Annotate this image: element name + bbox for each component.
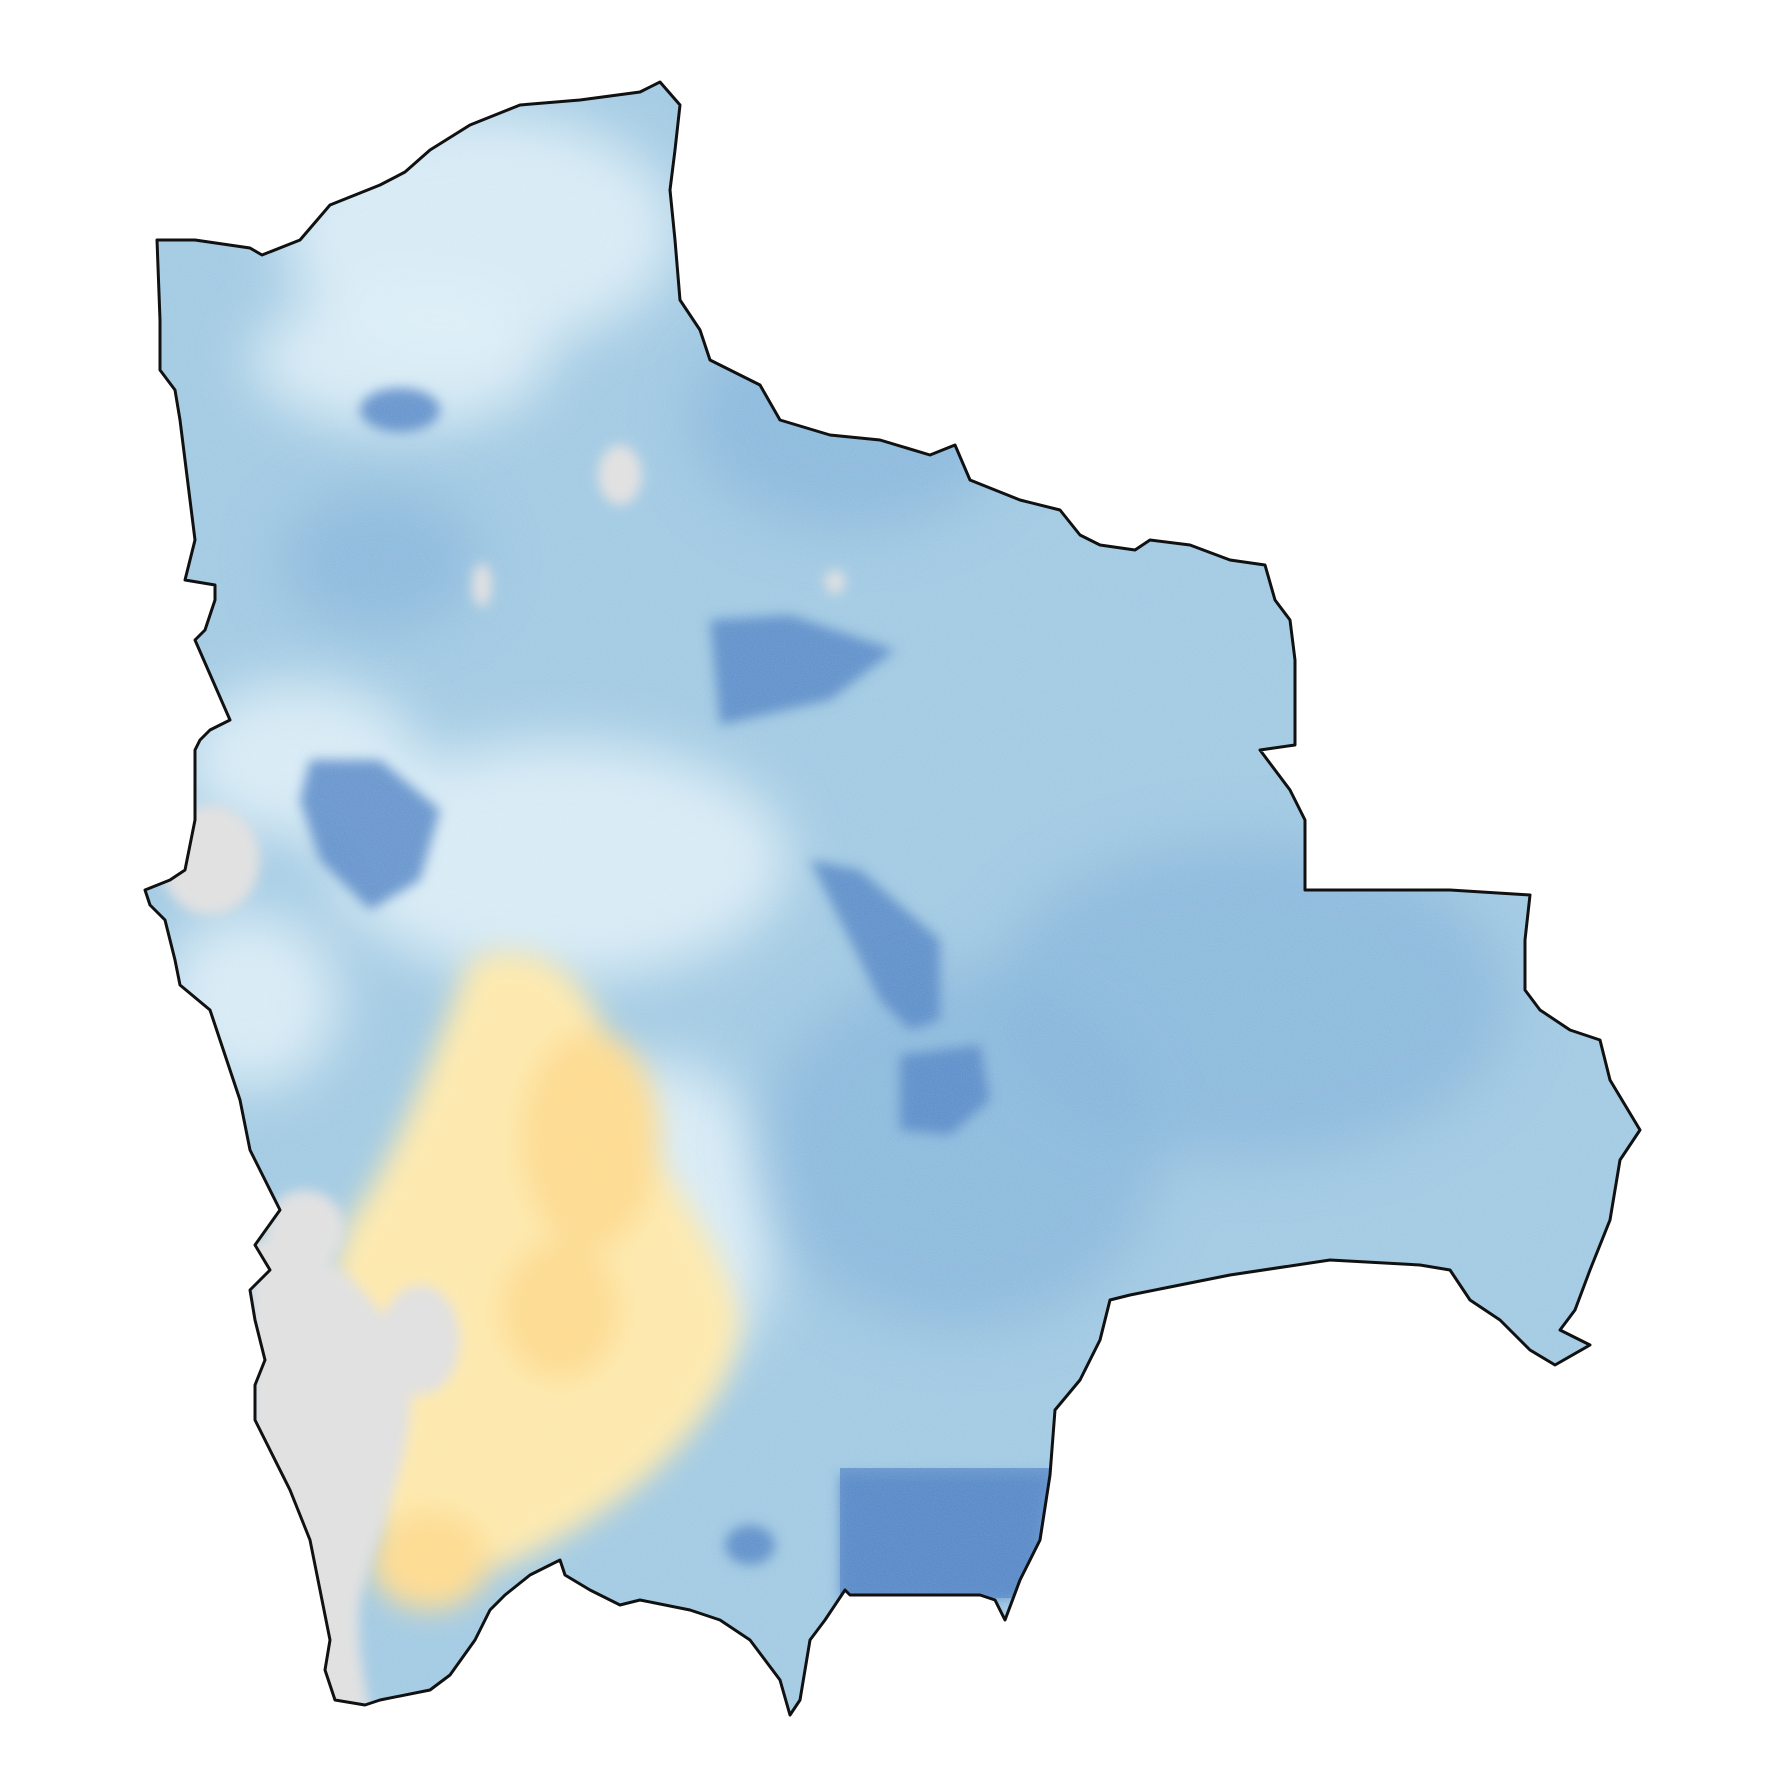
country-border (143, 80, 1642, 1717)
